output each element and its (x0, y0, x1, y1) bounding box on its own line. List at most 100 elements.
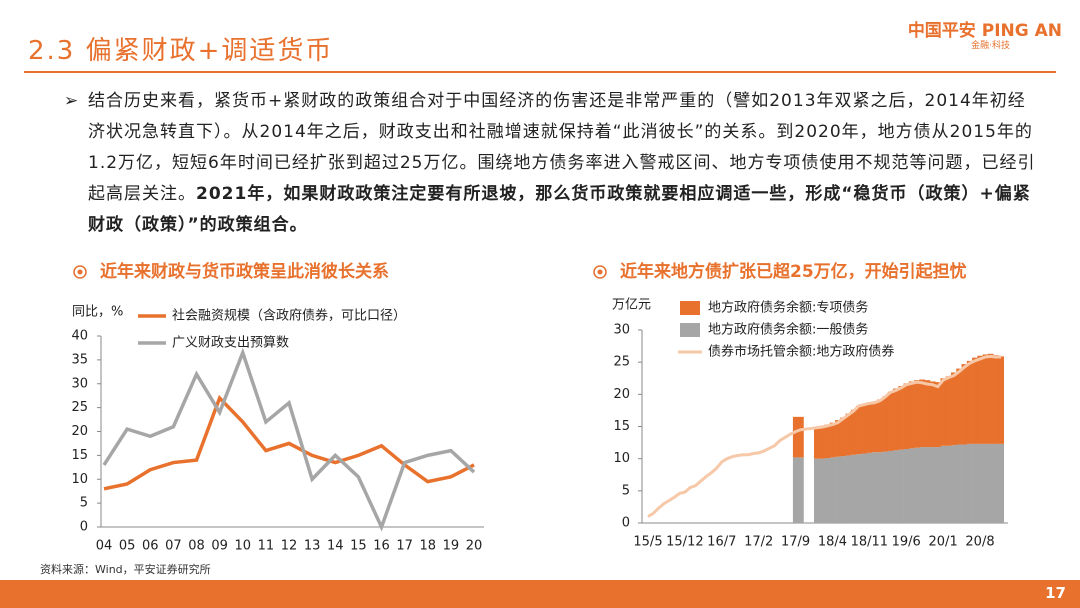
bar (877, 399, 883, 453)
bar (856, 454, 862, 523)
bar (840, 417, 846, 457)
bar (856, 405, 862, 455)
bar (982, 354, 989, 444)
bar (850, 409, 857, 455)
x-tick-label: 17 (396, 539, 413, 554)
bar (871, 452, 878, 523)
bar (977, 443, 983, 523)
title-rule (24, 71, 1056, 73)
bar (940, 378, 947, 446)
legend-label: 广义财政支出预算数 (172, 336, 289, 351)
bar (871, 401, 878, 453)
line-series (647, 354, 1002, 518)
page-number: 17 (1045, 584, 1066, 602)
charts: 近年来财政与货币政策呈此消彼长关系 近年来地方债扩张已超25万亿，开始引起担忧 … (71, 261, 1008, 554)
section-icon (593, 265, 607, 279)
x-tick-label: 11 (258, 539, 275, 554)
bar (882, 396, 889, 452)
y-tick-label: 40 (71, 329, 88, 344)
bar (966, 360, 973, 444)
bar (792, 416, 799, 458)
bar (861, 403, 868, 454)
x-tick-label: 12 (281, 539, 298, 554)
x-tick-label: 15/12 (666, 535, 703, 550)
legend-label: 地方政府债务余额:一般债务 (708, 322, 868, 338)
y-tick-label: 35 (71, 352, 88, 367)
bar (956, 444, 962, 523)
y-tick-label: 0 (80, 520, 88, 535)
x-tick-label: 17/2 (744, 535, 773, 550)
bar (987, 443, 994, 523)
source: 资料来源：Wind，平安证券研究所 (40, 563, 211, 576)
section-icon (77, 269, 83, 275)
chart-title: 近年来地方债扩张已超25万亿，开始引起担忧 (620, 261, 967, 282)
bar (924, 447, 931, 523)
bar (866, 402, 873, 453)
x-tick-label: 04 (96, 539, 113, 554)
bar (814, 426, 820, 459)
bar (835, 420, 841, 457)
bar (908, 448, 915, 523)
y-tick-label: 30 (613, 323, 630, 338)
bar (835, 456, 841, 523)
bar (914, 380, 920, 448)
bar (798, 416, 804, 458)
bar (845, 455, 852, 523)
y-tick-label: 15 (613, 419, 630, 434)
x-tick-label: 07 (165, 539, 182, 554)
y-tick-label: 15 (71, 448, 88, 463)
y-tick-label: 20 (613, 387, 630, 402)
bar (935, 447, 941, 523)
x-tick-label: 20/8 (965, 535, 994, 550)
x-tick-label: 10 (234, 539, 251, 554)
bar (792, 457, 799, 523)
bar (850, 454, 857, 523)
legend-label: 地方政府债务余额:专项债务 (708, 300, 868, 316)
y-tick-label: 25 (613, 355, 630, 370)
section-icon (73, 265, 87, 279)
x-tick-label: 15/5 (633, 535, 662, 550)
x-tick-label: 18/4 (818, 535, 847, 550)
x-tick-label: 20 (466, 539, 483, 554)
x-tick-label: 20/1 (929, 535, 958, 550)
chart-title: 近年来财政与货币政策呈此消彼长关系 (100, 261, 389, 282)
bar (845, 413, 852, 456)
line-series (103, 394, 475, 491)
y-tick-label: 10 (613, 451, 630, 466)
bar (914, 447, 920, 523)
y-tick-label: 10 (71, 472, 88, 487)
y-tick-label: 5 (622, 483, 630, 498)
bar (829, 457, 836, 523)
bullet-text: 结合历史来看，紧货币+紧财政的政策组合对于中国经济的伤害还是非常严重的（譬如20… (88, 91, 1036, 204)
bar (882, 451, 889, 523)
x-tick-label: 17/9 (781, 535, 810, 550)
bullet-emphasis: 2021年，如果财政政策注定要有所退坡，那么货币政策就要相应调适一些，形成“稳货… (88, 184, 1031, 235)
x-tick-label: 18/11 (851, 535, 888, 550)
y-tick-label: 30 (71, 376, 88, 391)
y-axis-label: 同比，% (72, 305, 123, 320)
legend-label: 债券市场托管余额:地方政府债券 (708, 344, 894, 360)
bar (908, 381, 915, 449)
bar (951, 445, 957, 523)
x-tick-label: 06 (142, 539, 159, 554)
bar (924, 380, 931, 448)
bar (929, 381, 936, 448)
x-tick-label: 18 (419, 539, 436, 554)
bar (877, 452, 883, 523)
bar (829, 422, 836, 458)
x-tick-label: 16 (373, 539, 390, 554)
x-tick-label: 14 (327, 539, 344, 554)
x-tick-label: 15 (350, 539, 367, 554)
logo-tagline: 金融·科技 (971, 41, 1010, 51)
x-tick-label: 09 (211, 539, 228, 554)
bar (993, 355, 999, 444)
bar (919, 447, 925, 523)
bar (798, 457, 804, 523)
bar (824, 458, 831, 523)
footer-bar (0, 580, 1080, 608)
section-icon (597, 269, 603, 275)
bar (919, 379, 925, 448)
legend-swatch (680, 301, 700, 315)
bullet: ➢ 结合历史来看，紧货币+紧财政的政策组合对于中国经济的伤害还是非常严重的（譬如… (64, 86, 1039, 241)
